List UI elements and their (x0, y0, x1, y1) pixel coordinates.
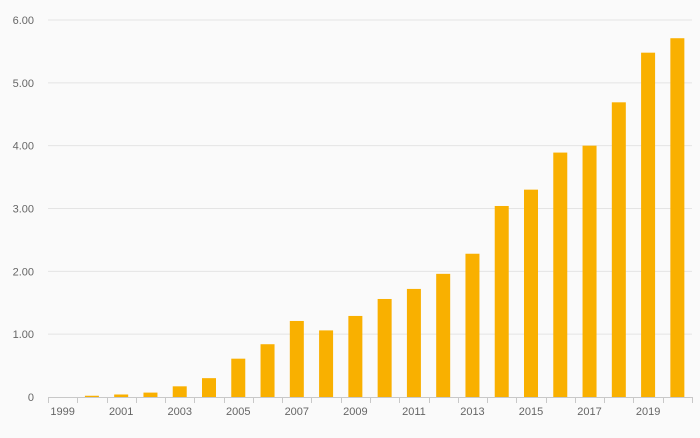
x-tick-label: 2005 (226, 406, 250, 418)
y-tick-label: 5.00 (13, 78, 34, 90)
x-tick-label: 2007 (285, 406, 309, 418)
y-tick-label: 6.00 (13, 15, 34, 27)
y-tick-label: 0 (28, 392, 34, 404)
bar-2020: 2020: 5.71 (670, 38, 685, 397)
y-tick-label: 3.00 (13, 204, 34, 216)
x-tick-label: 2009 (343, 406, 367, 418)
x-tick-label: 2001 (109, 406, 133, 418)
x-tick-label: 2019 (636, 406, 660, 418)
bar-2009: 2009: 1.29 (348, 315, 363, 397)
bar-2017: 2017: 4 (582, 145, 597, 397)
bar-2001: 2001: 0.04 (114, 394, 129, 397)
x-tick-label: 2017 (577, 406, 601, 418)
x-axis-tick-labels: 1999 2001 2003 2005 2007 2009 2011 2013 2015 2017… (50, 406, 660, 418)
bar-2000: 2000: 0.02 (84, 395, 99, 397)
x-tick-label: 2013 (460, 406, 484, 418)
bar-2011: 2011: 1.72 (406, 288, 421, 397)
bar-2002: 2002: 0.07 (143, 392, 158, 397)
bar-2012: 2012: 1.96 (436, 273, 451, 397)
bar-2010: 2010: 1.56 (377, 298, 392, 397)
bar-2004: 2004: 0.3 (202, 378, 216, 397)
y-tick-label: 2.00 (13, 266, 34, 278)
bar-2013: 2013: 2.28 (465, 253, 480, 397)
bar-2019: 2019: 5.48 (641, 52, 656, 397)
y-axis-tick-labels: 0 1.00 2.00 3.00 4.00 5.00 6.00 (13, 15, 34, 404)
bar-2014: 2014: 3.04 (494, 205, 509, 397)
bar-2018: 2018: 4.69 (611, 102, 626, 397)
bar-2015: 2015: 3.3 (524, 189, 538, 397)
bar-2006: 2006: 0.84 (260, 344, 275, 397)
bar-2007: 2007: 1.21 (289, 320, 304, 397)
bar-2005: 2005: 0.61 (231, 358, 246, 397)
y-tick-label: 4.00 (13, 141, 34, 153)
bar-2008: 2008: 1.06 (319, 330, 334, 397)
x-tick-label: 2015 (519, 406, 543, 418)
x-axis (48, 397, 693, 403)
x-tick-label: 2003 (167, 406, 191, 418)
bar-series: 1999: 02000: 0.022001: 0.042002: 0.07200… (84, 38, 685, 397)
y-tick-label: 1.00 (13, 329, 34, 341)
x-tick-label: 1999 (50, 406, 74, 418)
bar-2016: 2016: 3.89 (553, 152, 568, 397)
x-tick-label: 2011 (402, 406, 426, 418)
bar-2003: 2003: 0.17 (172, 386, 187, 397)
